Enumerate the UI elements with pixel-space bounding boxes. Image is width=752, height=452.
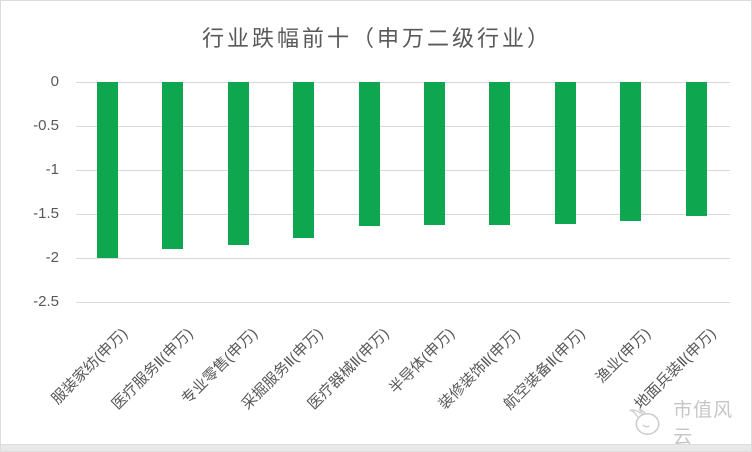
gridline [76,82,730,83]
bar-10 [685,82,707,216]
y-axis-tick-label: -1.5 [33,205,59,222]
bar-9 [620,82,642,221]
gridline [76,214,730,215]
bar-5 [358,82,380,226]
gridline [76,126,730,127]
gridline [76,302,730,303]
bar-4 [293,82,315,238]
gridline [76,258,730,259]
watermark: 市值风云 [629,395,751,449]
y-axis-tick-label: -2.5 [33,293,59,310]
bar-2 [162,82,184,249]
chart-title: 行业跌幅前十（申万二级行业） [201,26,552,51]
mascot-sketch-icon [629,408,660,435]
y-axis-tick-label: -1 [45,161,59,178]
bottom-edge-strip [1,444,751,451]
bar-7 [489,82,511,225]
bar-8 [554,82,576,224]
bar-3 [227,82,249,245]
y-axis-tick-label: 0 [50,73,59,90]
bar-6 [424,82,445,225]
watermark-text: 市值风云 [673,400,734,448]
bar-1 [97,82,118,258]
gridline [76,170,730,171]
y-axis-tick-label: -2 [45,249,59,266]
x-axis-category-label: 渔业(申万) [592,325,654,387]
y-axis-tick-label: -0.5 [33,117,59,134]
